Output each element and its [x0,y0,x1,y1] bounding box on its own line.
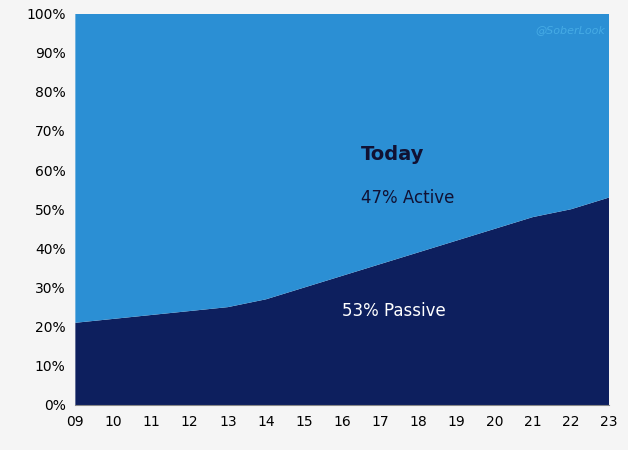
Text: @SoberLook: @SoberLook [536,25,605,35]
Text: 47% Active: 47% Active [361,189,455,207]
Text: 53% Passive: 53% Passive [342,302,446,320]
Text: Today: Today [361,145,425,164]
